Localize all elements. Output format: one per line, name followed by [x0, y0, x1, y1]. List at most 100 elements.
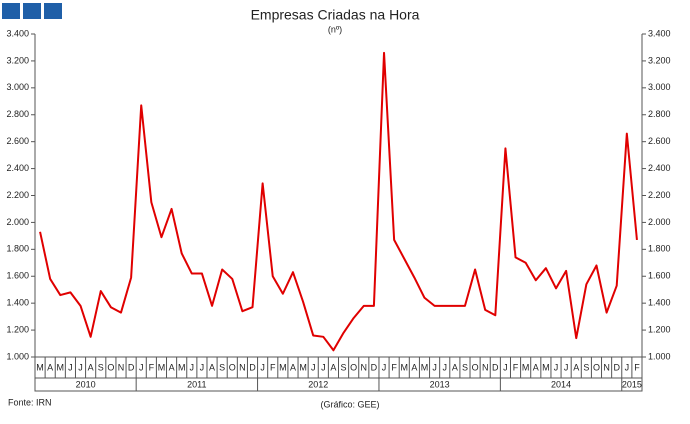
x-tick-label: A: [411, 362, 417, 372]
x-tick-label: J: [321, 362, 326, 372]
x-tick-label: M: [158, 362, 166, 372]
logo-block: [44, 3, 62, 19]
x-tick-label: M: [401, 362, 409, 372]
x-tick-label: J: [139, 362, 144, 372]
x-tick-label: A: [452, 362, 458, 372]
x-tick-label: M: [57, 362, 65, 372]
x-tick-label: F: [513, 362, 519, 372]
y-tick-label: 2.600: [6, 136, 29, 146]
y2-tick-label: 2.600: [648, 136, 671, 146]
y2-tick-label: 2.800: [648, 109, 671, 119]
x-tick-label: J: [564, 362, 569, 372]
y2-tick-label: 2.400: [648, 163, 671, 173]
x-tick-label: S: [583, 362, 589, 372]
x-tick-label: A: [533, 362, 539, 372]
y2-tick-label: 1.800: [648, 244, 671, 254]
x-tick-label: J: [68, 362, 73, 372]
y2-tick-label: 1.000: [648, 351, 671, 361]
x-tick-label: N: [118, 362, 125, 372]
y2-tick-label: 3.400: [648, 28, 671, 38]
x-tick-label: J: [78, 362, 83, 372]
y-tick-label: 3.000: [6, 82, 29, 92]
x-tick-label: D: [492, 362, 499, 372]
y2-tick-label: 1.400: [648, 298, 671, 308]
logo-block: [2, 3, 20, 19]
x-tick-label: J: [311, 362, 316, 372]
x-tick-label: S: [462, 362, 468, 372]
y-tick-label: 3.200: [6, 55, 29, 65]
x-tick-label: O: [229, 362, 236, 372]
y2-tick-label: 1.600: [648, 271, 671, 281]
y-tick-label: 3.400: [6, 28, 29, 38]
x-tick-label: M: [522, 362, 530, 372]
source: Fonte: IRN: [8, 397, 52, 407]
x-tick-label: N: [482, 362, 489, 372]
x-tick-label: S: [341, 362, 347, 372]
x-tick-label: N: [239, 362, 246, 372]
x-tick-label: J: [554, 362, 559, 372]
y-tick-label: 1.400: [6, 298, 29, 308]
credit: (Gráfico: GEE): [320, 399, 379, 409]
x-tick-label: D: [249, 362, 256, 372]
x-tick-label: F: [270, 362, 276, 372]
x-tick-label: N: [361, 362, 368, 372]
x-tick-label: M: [178, 362, 186, 372]
x-tick-label: D: [128, 362, 135, 372]
x-tick-label: O: [107, 362, 114, 372]
y2-tick-label: 2.200: [648, 190, 671, 200]
x-tick-label: O: [350, 362, 357, 372]
x-tick-label: A: [290, 362, 296, 372]
x-tick-label: M: [299, 362, 307, 372]
x-tick-label: M: [542, 362, 550, 372]
x-tick-label: A: [88, 362, 94, 372]
y-tick-label: 1.800: [6, 244, 29, 254]
x-tick-label: J: [382, 362, 387, 372]
year-label: 2012: [308, 379, 328, 389]
x-tick-label: S: [98, 362, 104, 372]
y-tick-label: 2.800: [6, 109, 29, 119]
y-tick-label: 2.400: [6, 163, 29, 173]
y2-tick-label: 1.200: [648, 324, 671, 334]
chart-title: Empresas Criadas na Hora: [251, 7, 420, 23]
x-tick-label: S: [219, 362, 225, 372]
x-tick-label: J: [190, 362, 195, 372]
data-line: [39, 51, 638, 352]
x-tick-label: F: [149, 362, 155, 372]
x-tick-label: F: [391, 362, 397, 372]
chart-subtitle: (nº): [328, 24, 342, 34]
x-tick-label: F: [634, 362, 640, 372]
x-tick-label: J: [503, 362, 508, 372]
x-tick-label: A: [573, 362, 579, 372]
logo-block: [23, 3, 41, 19]
y2-tick-label: 3.000: [648, 82, 671, 92]
y2-tick-label: 2.000: [648, 217, 671, 227]
x-tick-label: D: [613, 362, 620, 372]
x-tick-label: A: [47, 362, 53, 372]
year-label: 2014: [551, 379, 571, 389]
x-tick-label: J: [260, 362, 265, 372]
y-tick-label: 2.200: [6, 190, 29, 200]
x-tick-label: D: [371, 362, 378, 372]
y2-tick-label: 3.200: [648, 55, 671, 65]
y-tick-label: 2.000: [6, 217, 29, 227]
x-tick-label: J: [625, 362, 630, 372]
x-tick-label: O: [472, 362, 479, 372]
x-tick-label: J: [432, 362, 437, 372]
y-tick-label: 1.200: [6, 324, 29, 334]
x-tick-label: M: [421, 362, 429, 372]
year-label: 2013: [430, 379, 450, 389]
x-tick-label: M: [36, 362, 44, 372]
x-tick-label: M: [279, 362, 287, 372]
x-tick-label: O: [593, 362, 600, 372]
x-tick-label: A: [330, 362, 336, 372]
year-label: 2010: [76, 379, 96, 389]
x-tick-label: A: [209, 362, 215, 372]
x-tick-label: A: [169, 362, 175, 372]
x-tick-label: N: [603, 362, 610, 372]
x-tick-label: J: [442, 362, 447, 372]
y-tick-label: 1.600: [6, 271, 29, 281]
year-label: 2011: [187, 379, 206, 389]
year-label: 2015: [622, 379, 642, 389]
